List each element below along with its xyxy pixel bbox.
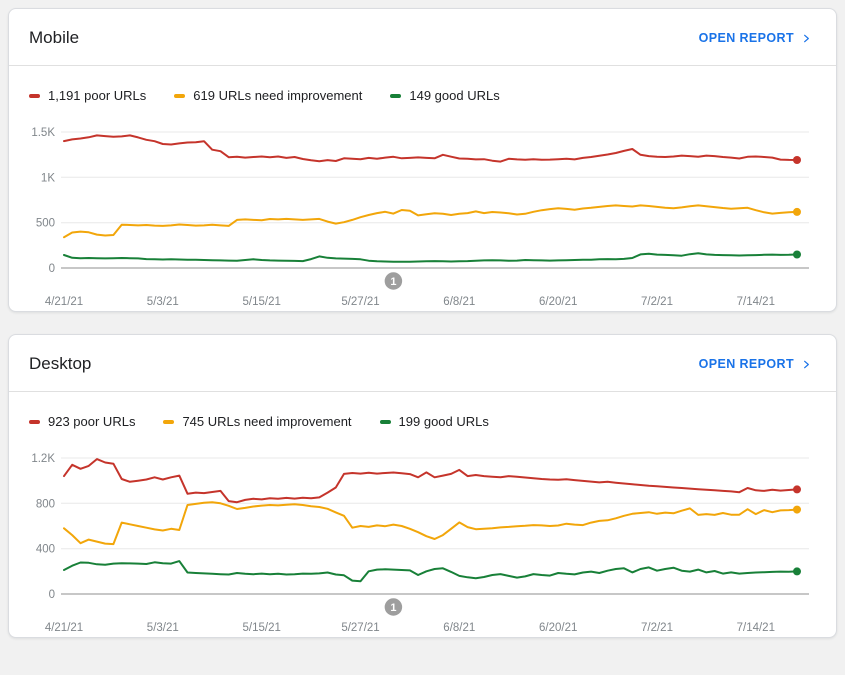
chart-svg: 1.2K 800 400 0 4/21/21 5/3/21 5/15/21 5/27/21 6/… xyxy=(31,453,809,634)
legend-dash-poor-icon xyxy=(29,419,40,424)
core-web-vitals-overview: Mobile OPEN REPORT 1,191 poor URLs 619 U… xyxy=(8,8,837,638)
card-header: Mobile OPEN REPORT xyxy=(9,9,836,65)
svg-text:6/20/21: 6/20/21 xyxy=(539,296,577,308)
annotation-marker[interactable]: 1 xyxy=(383,270,404,292)
svg-text:7/14/21: 7/14/21 xyxy=(737,296,775,308)
legend-dash-need-improvement-icon xyxy=(163,419,175,424)
card-title-mobile: Mobile xyxy=(29,28,80,47)
legend-label-good: 149 good URLs xyxy=(409,88,500,103)
legend-item-poor: 1,191 poor URLs xyxy=(29,88,146,103)
svg-text:7/2/21: 7/2/21 xyxy=(641,622,673,634)
svg-text:400: 400 xyxy=(36,544,55,556)
line-chart-mobile: 1.5K 1K 500 0 4/21/21 5/3/21 5/15/21 5/27/21 6/8… xyxy=(9,115,836,311)
legend-mobile: 1,191 poor URLs 619 URLs need improvemen… xyxy=(9,66,836,115)
svg-text:1.2K: 1.2K xyxy=(31,453,55,465)
mobile-report-card: Mobile OPEN REPORT 1,191 poor URLs 619 U… xyxy=(8,8,837,312)
legend-dash-need-improvement-icon xyxy=(174,93,186,98)
open-report-label: OPEN REPORT xyxy=(698,357,794,371)
legend-item-need-improvement: 745 URLs need improvement xyxy=(163,414,352,429)
svg-text:1K: 1K xyxy=(41,172,55,184)
legend-label-good: 199 good URLs xyxy=(398,414,489,429)
svg-text:5/27/21: 5/27/21 xyxy=(341,622,379,634)
svg-text:1.5K: 1.5K xyxy=(31,127,55,139)
legend-item-need-improvement: 619 URLs need improvement xyxy=(174,88,362,103)
svg-text:800: 800 xyxy=(36,498,55,510)
svg-text:4/21/21: 4/21/21 xyxy=(45,622,83,634)
card-header: Desktop OPEN REPORT xyxy=(9,335,836,391)
svg-text:7/14/21: 7/14/21 xyxy=(737,622,775,634)
svg-text:6/8/21: 6/8/21 xyxy=(443,296,475,308)
svg-text:1: 1 xyxy=(390,276,396,288)
svg-text:0: 0 xyxy=(49,589,55,601)
svg-text:4/21/21: 4/21/21 xyxy=(45,296,83,308)
svg-text:6/8/21: 6/8/21 xyxy=(443,622,475,634)
svg-text:6/20/21: 6/20/21 xyxy=(539,622,577,634)
svg-text:500: 500 xyxy=(36,218,55,230)
svg-text:5/3/21: 5/3/21 xyxy=(147,296,179,308)
svg-text:5/27/21: 5/27/21 xyxy=(341,296,379,308)
legend-dash-good-icon xyxy=(390,93,402,98)
legend-item-good: 199 good URLs xyxy=(379,414,489,429)
legend-dash-poor-icon xyxy=(29,93,40,98)
header-divider xyxy=(9,65,836,66)
legend-label-need-improvement: 745 URLs need improvement xyxy=(182,414,352,429)
open-report-link-desktop[interactable]: OPEN REPORT xyxy=(699,357,812,371)
svg-text:5/15/21: 5/15/21 xyxy=(243,622,281,634)
svg-text:7/2/21: 7/2/21 xyxy=(641,296,673,308)
header-divider xyxy=(9,391,836,392)
chart-svg: 1.5K 1K 500 0 4/21/21 5/3/21 5/15/21 5/27/21 6/8… xyxy=(31,127,809,308)
legend-item-poor: 923 poor URLs xyxy=(29,414,135,429)
legend-desktop: 923 poor URLs 745 URLs need improvement … xyxy=(9,392,836,441)
legend-label-need-improvement: 619 URLs need improvement xyxy=(193,88,363,103)
desktop-report-card: Desktop OPEN REPORT 923 poor URLs 745 UR… xyxy=(8,334,837,638)
legend-item-good: 149 good URLs xyxy=(390,88,500,103)
open-report-link-mobile[interactable]: OPEN REPORT xyxy=(699,31,812,45)
card-title-desktop: Desktop xyxy=(29,354,92,373)
open-report-label: OPEN REPORT xyxy=(698,31,794,45)
legend-label-poor: 1,191 poor URLs xyxy=(48,88,147,103)
legend-dash-good-icon xyxy=(379,419,391,424)
chevron-right-icon xyxy=(804,360,809,368)
line-chart-desktop: 1.2K 800 400 0 4/21/21 5/3/21 5/15/21 5/27/21 6/… xyxy=(9,441,836,637)
svg-text:5/3/21: 5/3/21 xyxy=(147,622,179,634)
svg-text:0: 0 xyxy=(49,263,55,275)
svg-text:5/15/21: 5/15/21 xyxy=(243,296,281,308)
legend-label-poor: 923 poor URLs xyxy=(48,414,136,429)
svg-text:1: 1 xyxy=(390,602,396,614)
chevron-right-icon xyxy=(804,34,809,42)
annotation-marker[interactable]: 1 xyxy=(383,596,404,618)
